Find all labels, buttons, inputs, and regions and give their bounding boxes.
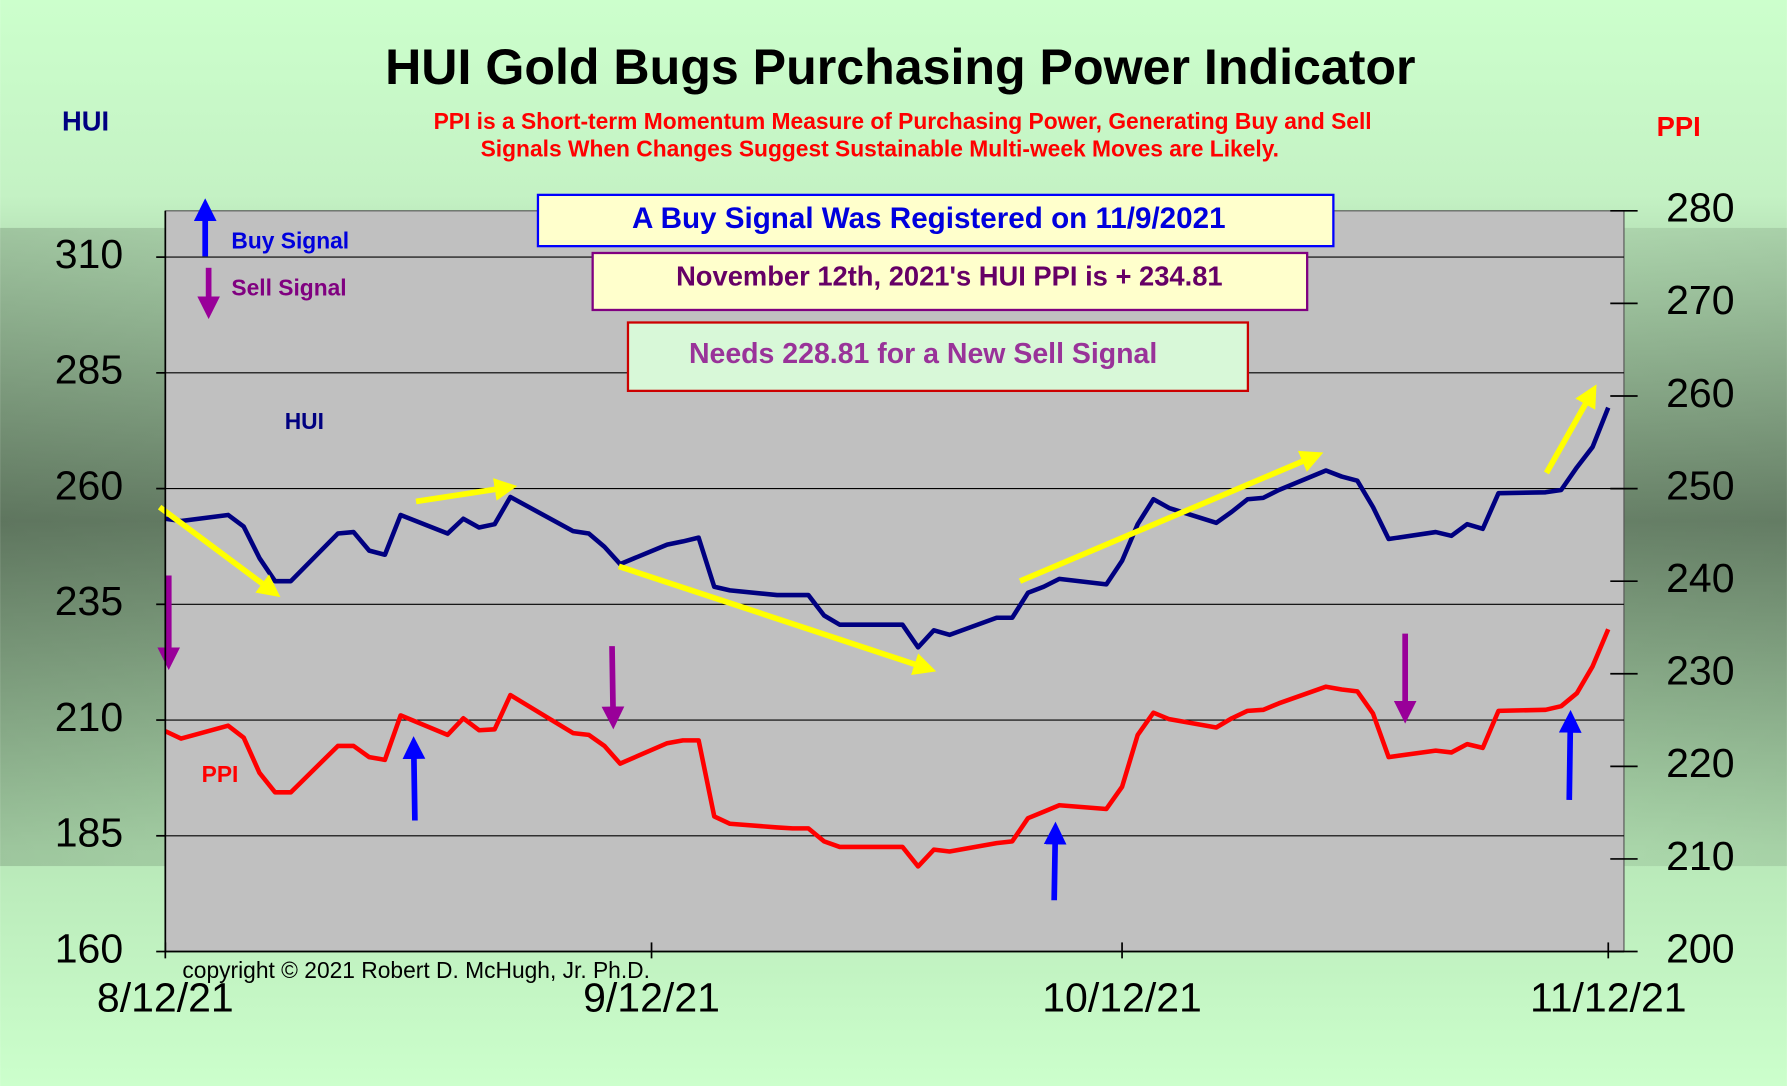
buy-arrow — [1558, 709, 1582, 801]
y-tick-label: 235 — [55, 578, 123, 624]
y-tick-label: 310 — [55, 231, 123, 277]
y-tick-label: 210 — [55, 694, 123, 740]
y-axis-label: HUI — [62, 105, 109, 136]
y2-tick-label: 240 — [1666, 555, 1734, 601]
axes: 160 185 210 235 260 285 310 200 210 220 230 240 250 2… — [55, 185, 1735, 1021]
buy-arrow — [1043, 821, 1067, 901]
buy-arrow — [402, 736, 426, 821]
chart-title: HUI Gold Bugs Purchasing Power Indicator — [385, 39, 1415, 95]
y-tick-label: 260 — [55, 462, 123, 508]
legend-label: Buy Signal — [231, 228, 349, 254]
y2-tick-label: 200 — [1666, 925, 1734, 971]
y-tick-label: 185 — [55, 810, 123, 856]
series-line — [164, 406, 1611, 650]
y2-tick-label: 220 — [1666, 740, 1734, 786]
trend-arrow — [1543, 384, 1597, 475]
annotation-box — [536, 193, 1335, 248]
x-tick-label: 9/12/21 — [583, 974, 720, 1020]
signal-arrows — [157, 575, 1582, 901]
subtitle: PPI is a Short-term Momentum Measure of … — [434, 108, 1372, 134]
y2-tick-label: 280 — [1666, 185, 1734, 231]
trend-arrow — [617, 563, 937, 676]
trend-arrow — [415, 478, 518, 505]
trend-arrow — [157, 504, 281, 598]
y2-tick-label: 230 — [1666, 648, 1734, 694]
legend-label: Sell Signal — [231, 274, 346, 300]
series-layer — [164, 406, 1611, 869]
annotation: A Buy Signal Was Registered on 11/9/2021 — [632, 202, 1226, 235]
y2-tick-label: 250 — [1666, 462, 1734, 508]
annotation-box — [626, 321, 1250, 393]
trend-arrow — [1018, 450, 1324, 584]
x-tick-label: 10/12/21 — [1042, 974, 1202, 1020]
y2-tick-label: 260 — [1666, 370, 1734, 416]
annotation: Needs 228.81 for a New Sell Signal — [689, 338, 1157, 370]
series-label: PPI — [202, 761, 239, 787]
series-label: HUI — [285, 408, 324, 434]
trend-arrows — [157, 384, 1597, 676]
y2-tick-label: 270 — [1666, 277, 1734, 323]
y2-tick-label: 210 — [1666, 833, 1734, 879]
x-tick-label: 8/12/21 — [97, 974, 234, 1020]
annotation: November 12th, 2021's HUI PPI is + 234.8… — [676, 260, 1223, 291]
x-tick-label: 11/12/21 — [1530, 974, 1687, 1020]
y-tick-label: 160 — [55, 925, 123, 971]
sell-arrow — [601, 646, 625, 730]
annotation-box — [591, 251, 1309, 312]
subtitle: Signals When Changes Suggest Sustainable… — [481, 135, 1279, 161]
series-line — [164, 628, 1611, 869]
y-tick-label: 285 — [55, 347, 123, 393]
y2-axis-label: PPI — [1657, 111, 1701, 142]
copyright: copyright © 2021 Robert D. McHugh, Jr. P… — [182, 957, 650, 983]
